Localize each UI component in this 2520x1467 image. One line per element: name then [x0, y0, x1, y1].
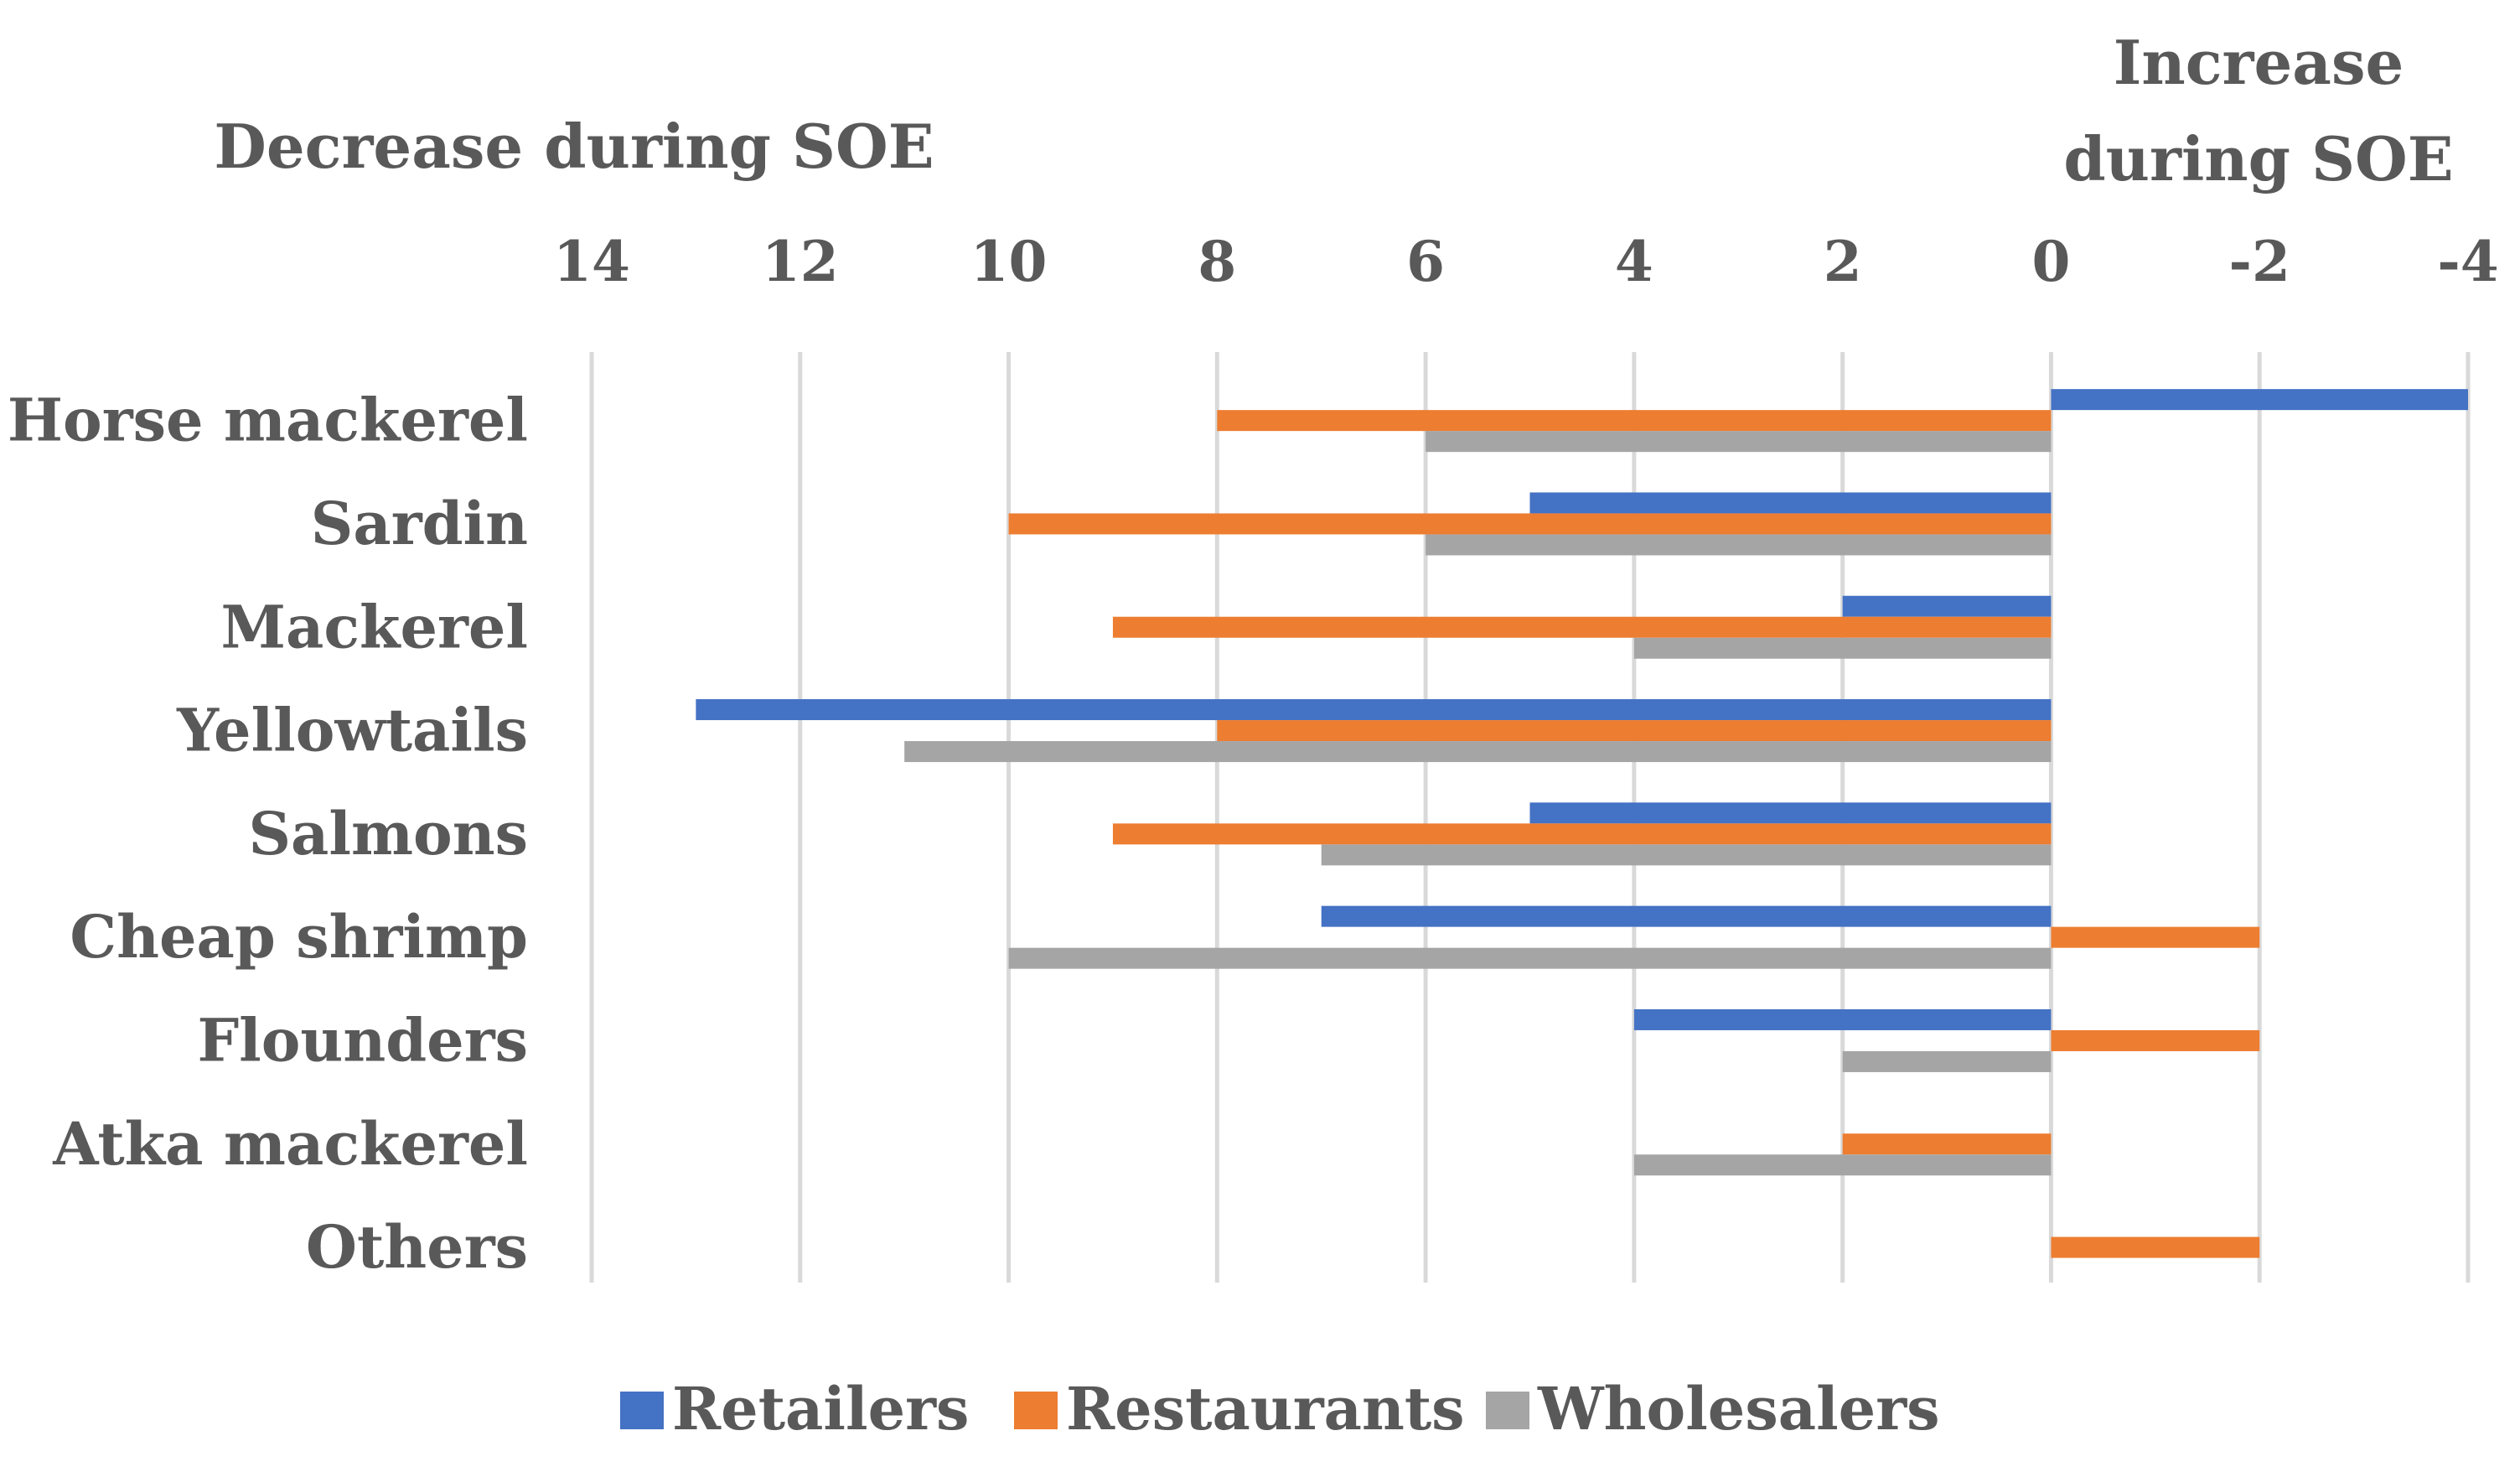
bar-retailers: [2051, 389, 2468, 411]
bar-retailers: [1321, 905, 2052, 927]
x-tick-label: -4: [2437, 229, 2498, 294]
bar-retailers: [1842, 595, 2052, 617]
category-label: Sardin: [311, 489, 528, 558]
bar-retailers: [696, 699, 2052, 721]
x-tick-label: 10: [970, 229, 1048, 294]
bar-restaurants: [1217, 720, 2052, 742]
x-tick-label: 2: [1824, 229, 1862, 294]
x-tick-label: 14: [553, 229, 630, 294]
title-decrease: Decrease during SOE: [214, 111, 934, 182]
x-tick-label: 4: [1615, 229, 1653, 294]
legend-swatch-wholesalers: [1486, 1392, 1529, 1429]
category-label: Mackerel: [220, 592, 528, 661]
bar-wholesalers: [1426, 431, 2052, 453]
title-increase-line-1: Increase: [2114, 27, 2404, 98]
x-tick-label: 12: [762, 229, 839, 294]
title-increase-line-2: during SOE: [2063, 123, 2453, 194]
x-tick-label: -2: [2229, 229, 2290, 294]
legend-label-restaurants: Restaurants: [1066, 1374, 1465, 1444]
bar-restaurants: [1008, 513, 2052, 535]
x-tick-label: 6: [1406, 229, 1445, 294]
bar-restaurants: [2051, 926, 2260, 948]
category-label: Yellowtails: [176, 696, 528, 765]
category-label: Salmons: [248, 799, 528, 868]
legend-label-wholesalers: Wholesalers: [1537, 1374, 1940, 1444]
bar-wholesalers: [1321, 844, 2052, 866]
category-label: Others: [306, 1212, 528, 1282]
category-label: Horse mackerel: [8, 386, 528, 455]
bar-retailers: [1529, 492, 2052, 514]
legend-swatch-retailers: [620, 1392, 664, 1429]
bar-wholesalers: [1633, 637, 2052, 659]
bar-restaurants: [1112, 616, 2052, 638]
bar-restaurants: [1112, 823, 2052, 845]
bar-restaurants: [1217, 410, 2052, 432]
bar-restaurants: [1842, 1133, 2052, 1155]
bar-restaurants: [2051, 1029, 2260, 1051]
bar-retailers: [1633, 1008, 2052, 1030]
bar-restaurants: [2051, 1236, 2260, 1258]
x-tick-label: 8: [1198, 229, 1236, 294]
bar-wholesalers: [1633, 1154, 2052, 1176]
bar-series: [696, 389, 2468, 1258]
bar-wholesalers: [1842, 1050, 2052, 1072]
category-labels: Horse mackerel Sardin Mackerel Yellowtails S…: [8, 386, 528, 1282]
bar-wholesalers: [1426, 534, 2052, 556]
x-axis-ticks: 14 12 10 8 6 4 2 0 -2 -4: [553, 229, 2499, 294]
bar-wholesalers: [1008, 947, 2052, 969]
x-tick-label: 0: [2031, 229, 2070, 294]
legend-swatch-restaurants: [1014, 1392, 1058, 1429]
category-label: Flounders: [197, 1005, 528, 1075]
legend-label-retailers: Retailers: [672, 1374, 969, 1444]
bar-retailers: [1529, 802, 2052, 824]
bar-wholesalers: [904, 741, 2052, 763]
legend: Retailers Restaurants Wholesalers: [620, 1374, 1940, 1444]
category-label: Atka mackerel: [52, 1109, 528, 1179]
category-label: Cheap shrimp: [70, 902, 528, 972]
